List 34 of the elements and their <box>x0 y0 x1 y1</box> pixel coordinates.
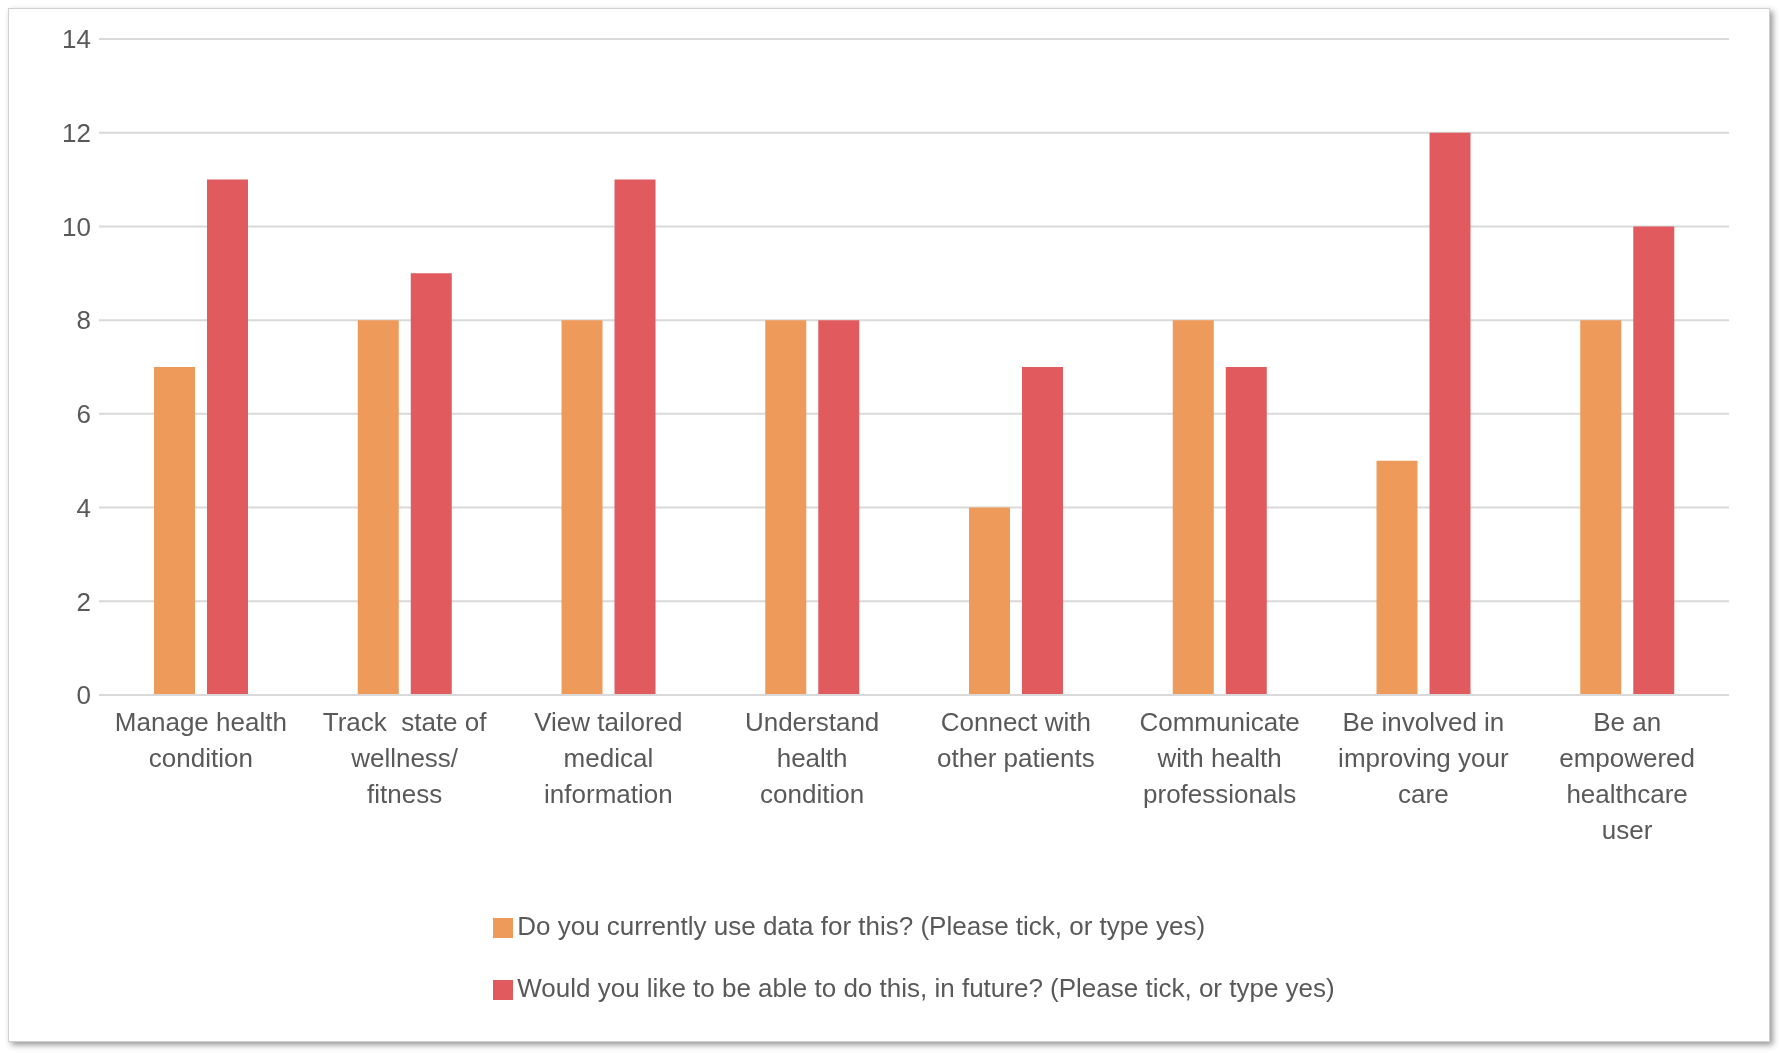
y-tick-label: 10 <box>62 211 91 242</box>
bar <box>1580 320 1622 695</box>
x-tick-label: Understand health condition <box>744 707 880 809</box>
bar <box>410 273 452 695</box>
legend-label: Do you currently use data for this? (Please tick, or type yes) <box>517 911 1206 941</box>
x-tick-label: Track state of wellness/ fitness <box>322 707 488 809</box>
y-tick-label: 6 <box>76 399 91 430</box>
bar <box>561 320 603 695</box>
bar <box>1376 460 1418 695</box>
bar <box>1225 367 1267 695</box>
y-tick-label: 0 <box>76 680 91 711</box>
bar <box>1429 132 1471 695</box>
y-tick-label: 12 <box>62 117 91 148</box>
bar <box>765 320 807 695</box>
x-tick-label: View tailored medical information <box>534 707 683 809</box>
bar <box>1633 226 1675 695</box>
bar <box>1172 320 1214 695</box>
bar <box>357 320 399 695</box>
bar <box>1022 367 1064 695</box>
y-tick-label: 2 <box>76 586 91 617</box>
x-tick-label: Connect with other patients <box>937 707 1095 773</box>
y-tick-label: 14 <box>62 24 91 55</box>
y-tick-label: 8 <box>76 305 91 336</box>
x-tick-label: Be involved in improving your care <box>1338 707 1509 809</box>
x-tick-label: Manage health condition <box>114 707 287 773</box>
bar <box>969 507 1011 695</box>
bar <box>614 179 656 695</box>
bar <box>207 179 249 695</box>
bar <box>154 367 196 695</box>
x-tick-label: Communicate with health professionals <box>1139 707 1300 809</box>
bar <box>818 320 860 695</box>
x-tick-label: Be an empowered healthcare user <box>1559 707 1696 845</box>
y-tick-label: 4 <box>76 492 91 523</box>
legend-label: Would you like to be able to do this, in future? (Please tick, or type yes) <box>517 973 1335 1003</box>
